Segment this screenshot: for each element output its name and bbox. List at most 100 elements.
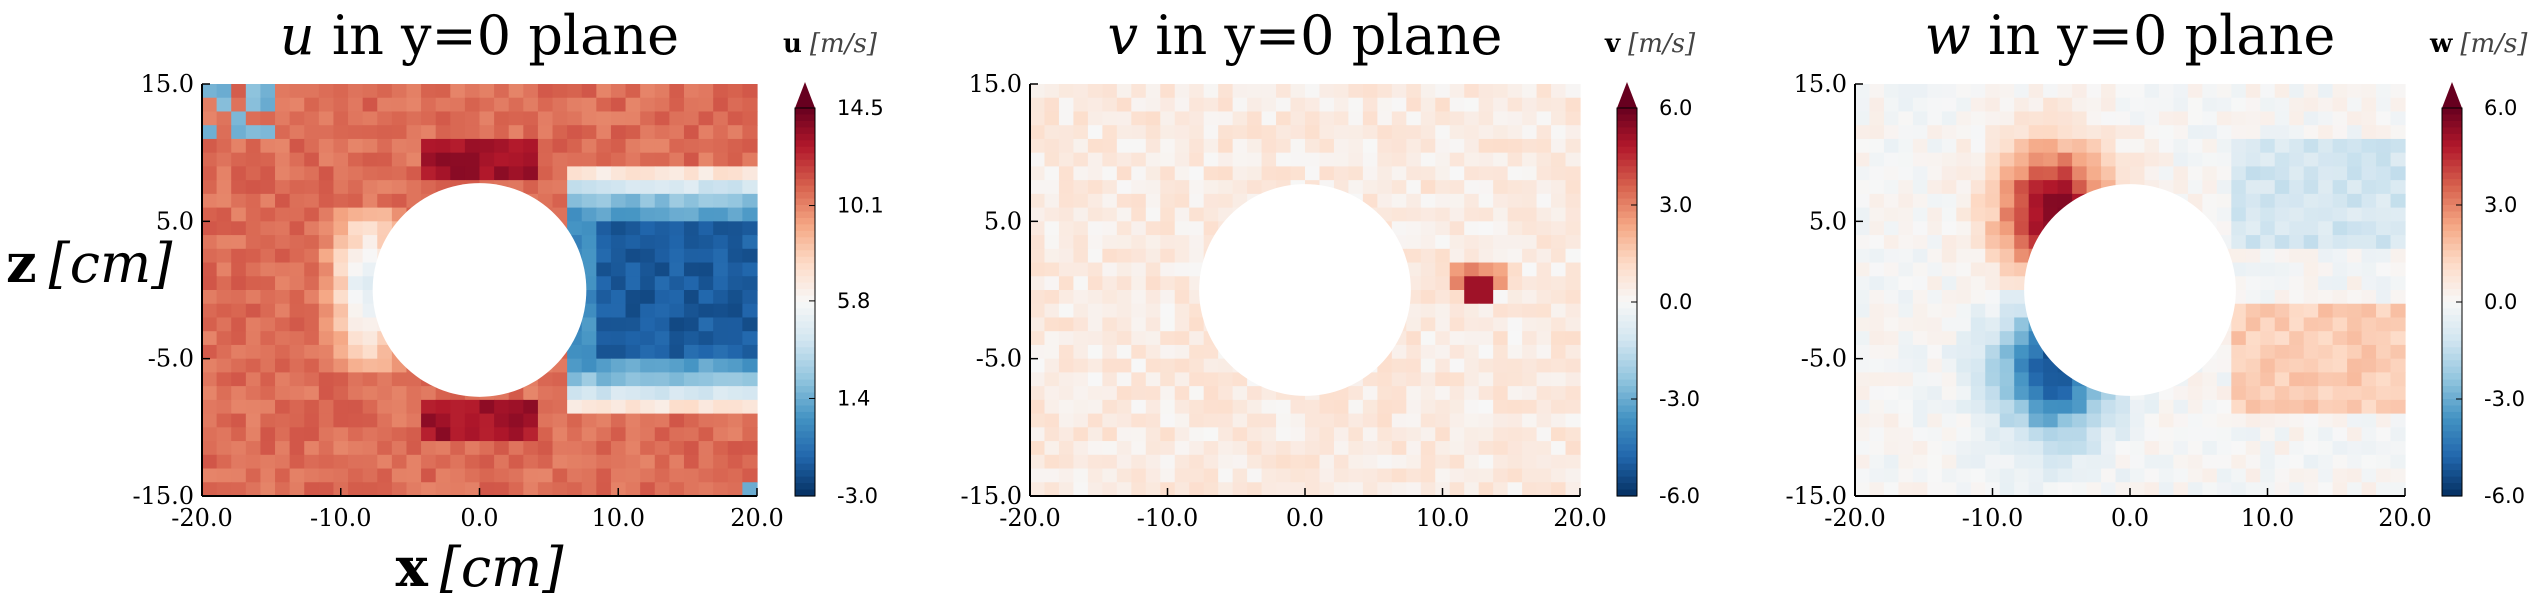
heatmap-cell <box>596 317 612 332</box>
heatmap-cell <box>727 454 743 470</box>
colorbar-segment <box>2442 108 2462 116</box>
heatmap-cell <box>348 454 364 470</box>
heatmap-cell <box>1145 193 1161 209</box>
heatmap-cell <box>202 482 218 497</box>
heatmap-cell <box>1420 468 1436 483</box>
heatmap-cell <box>1391 441 1407 456</box>
heatmap-cell <box>2390 248 2406 264</box>
heatmap-cell <box>1869 276 1885 291</box>
heatmap-cell <box>289 441 305 456</box>
colorbar-segment <box>2442 431 2462 439</box>
heatmap-cell <box>1044 482 1060 497</box>
heatmap-cell <box>2347 235 2363 250</box>
heatmap-cell <box>377 152 393 167</box>
heatmap-cell <box>1522 276 1538 291</box>
heatmap-cell <box>2173 413 2189 428</box>
heatmap-cell <box>362 441 378 456</box>
heatmap-cell <box>421 152 437 167</box>
heatmap-cell <box>2274 235 2290 250</box>
heatmap-cell <box>2101 482 2117 497</box>
heatmap-cell <box>552 138 568 154</box>
heatmap-cell <box>2014 84 2030 99</box>
heatmap-cell <box>1999 468 2015 483</box>
heatmap-cell <box>1956 152 1972 167</box>
heatmap-cell <box>742 166 758 181</box>
colorbar-segment <box>1617 424 1637 432</box>
panel-title-text: in y=0 plane <box>1138 4 1502 67</box>
heatmap-cell <box>275 303 291 319</box>
y-tick-label: 5.0 <box>1809 207 1847 235</box>
heatmap-cell <box>464 166 481 181</box>
heatmap-cell <box>669 468 685 483</box>
heatmap-cell <box>289 262 305 277</box>
heatmap-cell <box>1247 97 1263 113</box>
heatmap-cell <box>1160 111 1176 126</box>
heatmap-cell <box>2115 454 2131 470</box>
heatmap-cell <box>713 193 729 209</box>
heatmap-cell <box>1145 152 1161 167</box>
heatmap-cell <box>698 358 714 373</box>
heatmap-cell <box>348 303 364 319</box>
heatmap-cell <box>245 399 262 415</box>
heatmap-cell <box>1522 125 1538 140</box>
colorbar-segment <box>795 353 815 361</box>
heatmap-cell <box>1305 399 1321 415</box>
heatmap-cell <box>1218 152 1234 167</box>
heatmap-cell <box>596 276 612 291</box>
heatmap-cell <box>2115 399 2131 415</box>
heatmap-cell <box>2245 84 2261 99</box>
heatmap-cell <box>333 207 349 222</box>
heatmap-cell <box>304 358 320 373</box>
heatmap-cell <box>260 482 276 497</box>
heatmap-cell <box>1232 454 1248 470</box>
heatmap-cell <box>567 138 583 154</box>
heatmap-cell <box>669 207 685 222</box>
heatmap-cell <box>406 482 422 497</box>
heatmap-cell <box>1044 454 1060 470</box>
heatmap-cell <box>610 235 627 250</box>
heatmap-cell <box>1493 111 1509 126</box>
heatmap-cell <box>289 427 305 442</box>
heatmap-cell <box>1956 262 1972 277</box>
heatmap-cell <box>1999 248 2015 264</box>
heatmap-cell <box>1912 262 1928 277</box>
heatmap-cell <box>1145 84 1161 99</box>
colorbar-segment <box>1617 302 1637 310</box>
heatmap-cell <box>1912 180 1928 195</box>
heatmap-cell <box>1912 441 1928 456</box>
heatmap-cell <box>1985 276 2001 291</box>
heatmap-cell <box>1522 221 1538 236</box>
heatmap-cell <box>2303 413 2319 428</box>
colorbar-segment <box>795 321 815 329</box>
heatmap-cell <box>494 427 510 442</box>
heatmap-cell <box>567 482 583 497</box>
heatmap-cell <box>1927 248 1943 264</box>
heatmap-cell <box>216 399 232 415</box>
heatmap-cell <box>479 427 495 442</box>
heatmap-cell <box>1435 290 1451 305</box>
heatmap-cell <box>1276 166 1292 181</box>
heatmap-cell <box>1362 111 1378 126</box>
heatmap-cell <box>1869 248 1885 264</box>
heatmap-cell <box>1420 386 1436 401</box>
heatmap-cell <box>1189 84 1205 99</box>
heatmap-cell <box>202 344 218 360</box>
heatmap-cell <box>2101 454 2117 470</box>
heatmap-cell <box>1956 125 1972 140</box>
heatmap-cell <box>2260 454 2276 470</box>
heatmap-cell <box>1478 276 1494 291</box>
heatmap-cell <box>1493 262 1509 277</box>
heatmap-cell <box>2260 97 2276 113</box>
heatmap-cell <box>1261 482 1277 497</box>
heatmap-cell <box>275 111 291 126</box>
heatmap-cell <box>333 358 349 373</box>
heatmap-cell <box>1102 193 1118 209</box>
heatmap-cell <box>1030 372 1046 387</box>
heatmap-cell <box>2289 441 2305 456</box>
heatmap-cell <box>304 290 320 305</box>
heatmap-cell <box>1551 372 1567 387</box>
heatmap-cell <box>2115 111 2131 126</box>
heatmap-cell <box>713 331 729 346</box>
heatmap-cell <box>1174 125 1190 140</box>
heatmap-cell <box>2361 166 2377 181</box>
